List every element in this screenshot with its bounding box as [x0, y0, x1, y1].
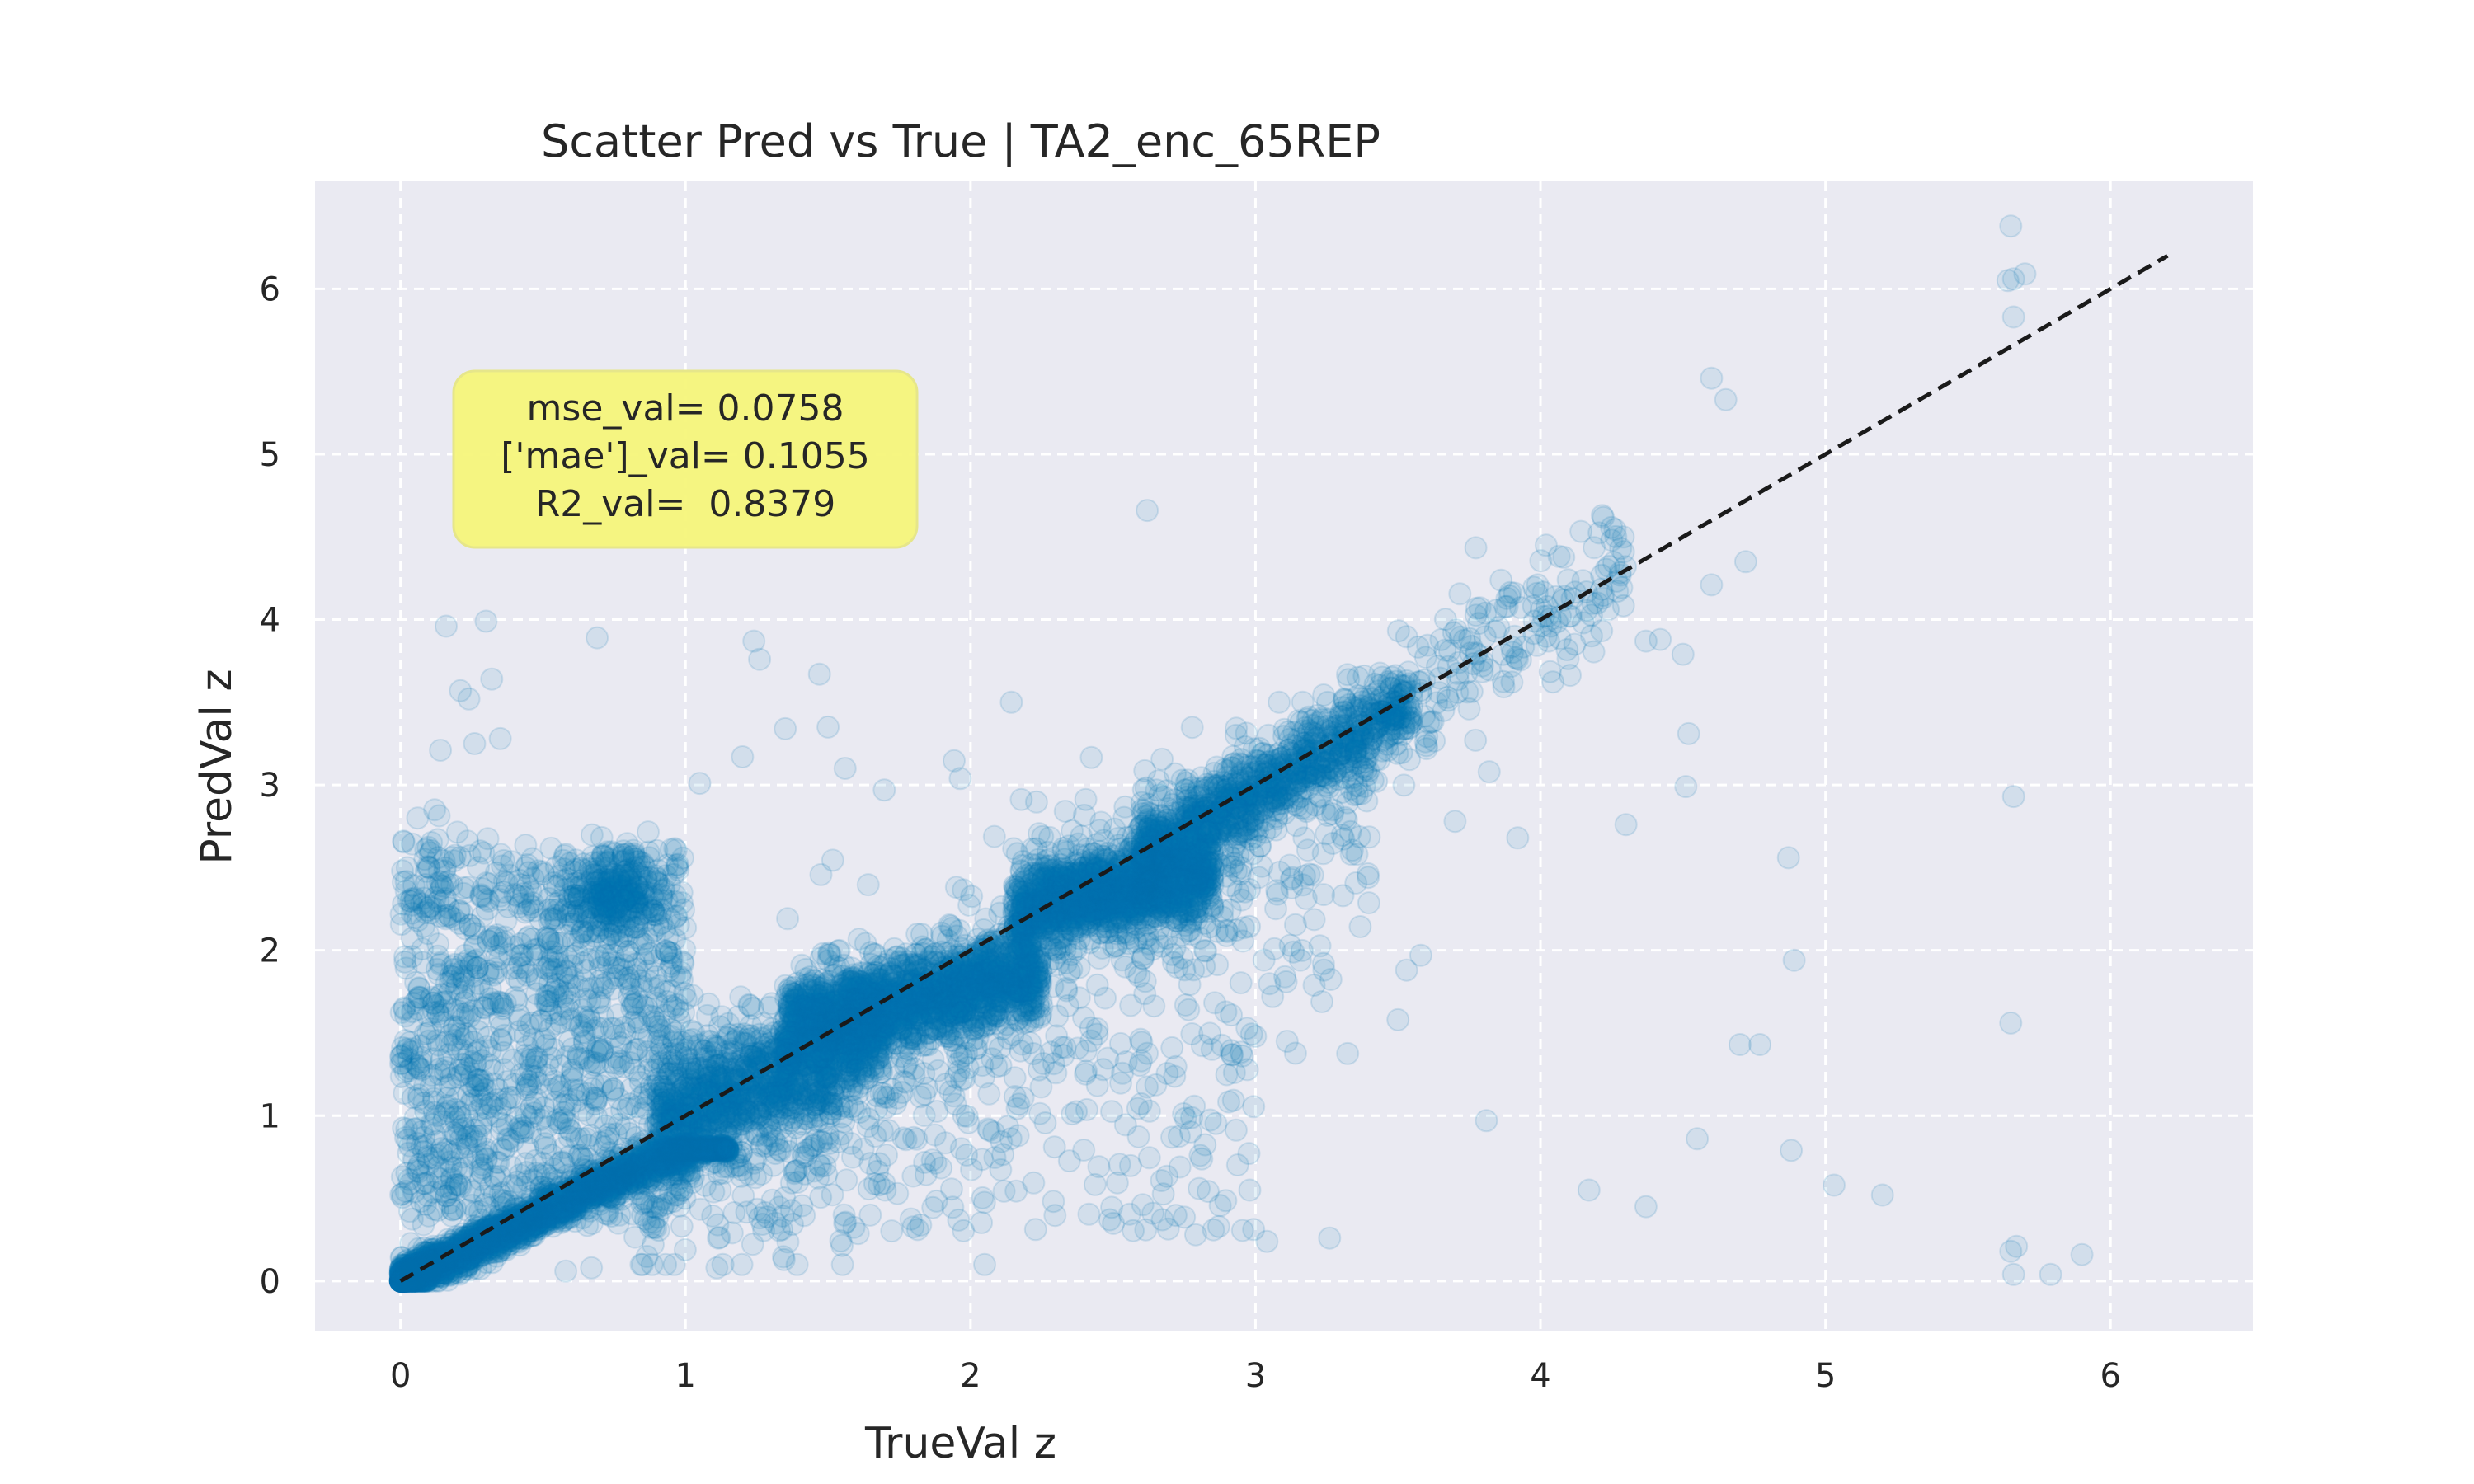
data-point — [525, 1200, 549, 1224]
data-point — [547, 1200, 571, 1223]
data-point — [557, 885, 581, 909]
data-point — [507, 1020, 531, 1044]
data-point — [433, 889, 457, 913]
data-point — [635, 869, 659, 893]
data-point — [483, 956, 507, 980]
data-point — [434, 1055, 458, 1079]
data-point — [670, 1214, 694, 1238]
data-point — [470, 1219, 494, 1242]
data-point — [513, 1047, 537, 1071]
data-point — [571, 1098, 595, 1122]
data-point — [483, 1230, 507, 1254]
data-point — [536, 925, 560, 949]
data-point — [547, 1191, 571, 1215]
scatter-points — [388, 214, 2094, 1293]
data-point — [389, 1064, 413, 1088]
data-point — [426, 944, 449, 968]
data-point — [410, 1058, 434, 1082]
data-point — [426, 828, 449, 852]
data-point — [637, 820, 660, 844]
data-point — [623, 952, 647, 976]
data-point — [389, 1045, 413, 1068]
data-point — [478, 977, 502, 1000]
data-point — [506, 1215, 530, 1239]
data-point — [459, 1247, 483, 1271]
data-point — [488, 1182, 512, 1206]
data-point — [524, 1213, 548, 1236]
data-point — [487, 1151, 510, 1175]
data-point — [539, 906, 563, 930]
data-point — [594, 1172, 618, 1196]
data-point — [656, 1140, 680, 1164]
data-point — [610, 1164, 634, 1188]
data-point — [443, 1106, 467, 1129]
data-point — [457, 1082, 481, 1106]
data-point — [477, 890, 501, 913]
data-point — [464, 1124, 488, 1148]
data-point — [597, 885, 621, 909]
data-point — [709, 1136, 733, 1160]
data-point — [550, 1150, 574, 1174]
data-point — [572, 1031, 596, 1054]
data-point — [562, 1180, 586, 1204]
data-point — [390, 1182, 414, 1205]
data-point — [536, 1205, 560, 1228]
data-point — [546, 1075, 570, 1099]
data-point — [534, 984, 558, 1007]
data-point — [492, 1058, 516, 1082]
data-point — [444, 977, 468, 1001]
data-point — [435, 1086, 459, 1110]
data-point — [399, 1232, 423, 1256]
data-point — [523, 1203, 547, 1227]
data-point — [489, 1097, 512, 1120]
data-point — [560, 1193, 584, 1217]
data-point — [547, 1111, 571, 1135]
data-point — [675, 1136, 699, 1160]
data-point — [651, 1148, 675, 1172]
data-point — [595, 1202, 619, 1226]
data-point — [538, 1017, 562, 1040]
data-point — [653, 1150, 677, 1174]
data-point — [394, 956, 418, 980]
data-point — [400, 1207, 424, 1231]
data-point — [426, 1000, 449, 1024]
data-point — [409, 1269, 433, 1293]
data-point — [392, 829, 416, 853]
data-point — [492, 930, 516, 954]
data-point — [695, 1137, 719, 1161]
data-point — [571, 919, 595, 943]
data-point — [586, 990, 609, 1014]
data-point — [595, 1070, 618, 1094]
data-point — [416, 1259, 440, 1283]
data-point — [604, 1174, 628, 1197]
data-point — [448, 846, 472, 869]
data-point — [459, 951, 483, 975]
data-point — [496, 1226, 520, 1250]
grid-lines — [315, 181, 2253, 1331]
data-point — [580, 823, 604, 847]
data-point — [579, 1178, 603, 1202]
data-point — [477, 1241, 501, 1265]
data-point — [574, 1190, 598, 1213]
data-point — [497, 863, 521, 887]
data-point — [430, 1141, 454, 1165]
data-point — [395, 1117, 419, 1141]
data-point — [582, 1050, 606, 1074]
data-point — [440, 1033, 463, 1056]
data-point — [509, 1114, 533, 1138]
data-point — [717, 1139, 741, 1163]
data-point — [452, 1237, 476, 1261]
data-point — [664, 905, 688, 929]
data-point — [445, 820, 469, 844]
data-point — [590, 1178, 614, 1201]
data-point — [576, 1214, 600, 1237]
data-point — [609, 1170, 633, 1194]
data-point — [455, 1001, 479, 1025]
data-point — [588, 1130, 612, 1154]
data-point — [407, 986, 430, 1009]
data-point — [514, 1152, 538, 1176]
data-point — [666, 858, 690, 882]
